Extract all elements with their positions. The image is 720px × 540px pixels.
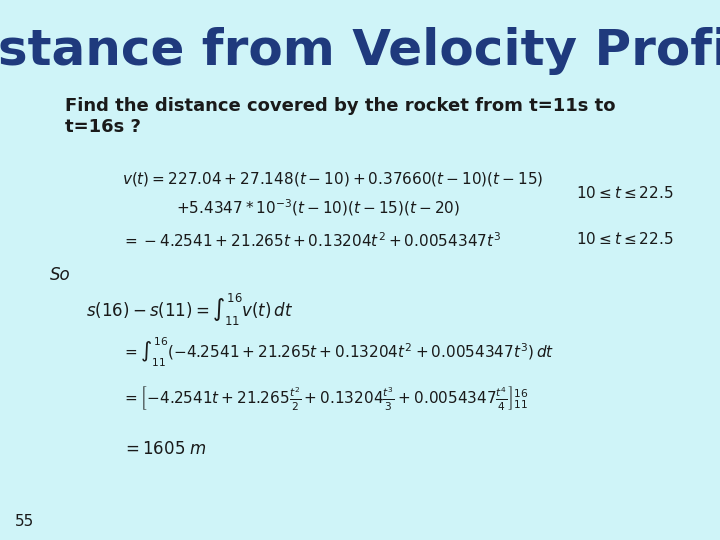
Text: $= 1605\; m$: $= 1605\; m$ (122, 440, 207, 458)
Text: $10 \leq t \leq 22.5$: $10 \leq t \leq 22.5$ (576, 231, 673, 247)
Text: $10 \leq t \leq 22.5$: $10 \leq t \leq 22.5$ (576, 185, 673, 201)
Text: $v(t) = 227.04 + 27.148(t-10) + 0.37660(t-10)(t-15)$: $v(t) = 227.04 + 27.148(t-10) + 0.37660(… (122, 170, 544, 188)
Text: $= \left[-4.2541t + 21.265\frac{t^2}{2} + 0.13204\frac{t^3}{3} + 0.0054347\frac{: $= \left[-4.2541t + 21.265\frac{t^2}{2} … (122, 384, 529, 413)
Text: 55: 55 (14, 514, 34, 529)
Text: $= \int_{11}^{16} (-4.2541 + 21.265t + 0.13204t^2 + 0.0054347t^3)\,dt$: $= \int_{11}^{16} (-4.2541 + 21.265t + 0… (122, 336, 554, 369)
Text: So: So (50, 266, 71, 284)
Text: Find the distance covered by the rocket from t=11s to
t=16s ?: Find the distance covered by the rocket … (65, 97, 616, 136)
Text: $= -4.2541 + 21.265t + 0.13204t^2 + 0.0054347t^3$: $= -4.2541 + 21.265t + 0.13204t^2 + 0.00… (122, 231, 502, 250)
Text: $s(16) - s(11) = \int_{11}^{16} v(t)\,dt$: $s(16) - s(11) = \int_{11}^{16} v(t)\,dt… (86, 292, 294, 328)
Text: Distance from Velocity Profile: Distance from Velocity Profile (0, 27, 720, 75)
Text: $+ 5.4347 * 10^{-3}(t-10)(t-15)(t-20)$: $+ 5.4347 * 10^{-3}(t-10)(t-15)(t-20)$ (176, 197, 461, 218)
